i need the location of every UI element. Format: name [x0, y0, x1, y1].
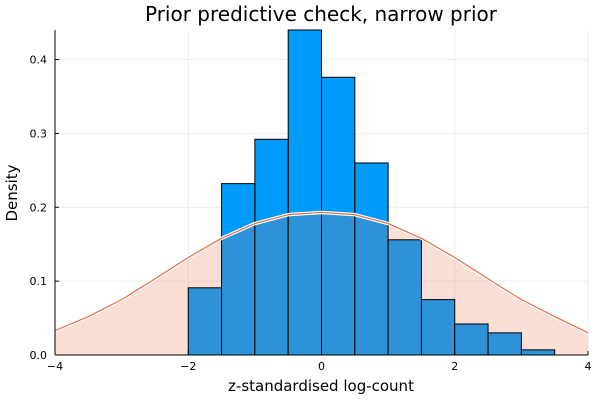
x-tick-label: 4: [585, 360, 592, 373]
x-tick-label: −4: [47, 360, 63, 373]
overlap-region: [354, 214, 389, 355]
y-axis-label: Density: [3, 164, 21, 221]
x-tick-label: 2: [451, 360, 458, 373]
overlap-region: [288, 212, 322, 355]
y-tick-label: 0.3: [30, 127, 48, 140]
overlap-region: [488, 332, 522, 355]
axis-layer: [54, 30, 589, 356]
overlap-layer: [187, 29, 556, 356]
x-axis-label: z-standardised log-count: [228, 377, 414, 395]
y-tick-label: 0.1: [30, 275, 48, 288]
overlap-region: [188, 287, 222, 355]
y-tick-label: 0.2: [30, 201, 48, 214]
overlap-region: [254, 214, 289, 355]
density-line: [54, 211, 589, 334]
overlap-region: [221, 223, 255, 355]
y-tick-label: 0.4: [30, 54, 48, 67]
overlap-region: [421, 299, 455, 355]
chart-title: Prior predictive check, narrow prior: [145, 2, 498, 26]
density-line-layer: [54, 210, 589, 335]
overlap-region: [521, 349, 555, 355]
x-tick-label: −2: [180, 360, 196, 373]
tick-label-layer: −4 −2 0 2 4 0.0 0.1 0.2 0.3 0.4: [30, 54, 592, 373]
overlap-region: [321, 212, 355, 355]
x-tick-label: 0: [318, 360, 325, 373]
y-tick-label: 0.0: [30, 349, 48, 362]
overlap-region: [388, 239, 422, 355]
overlap-region: [454, 323, 489, 355]
